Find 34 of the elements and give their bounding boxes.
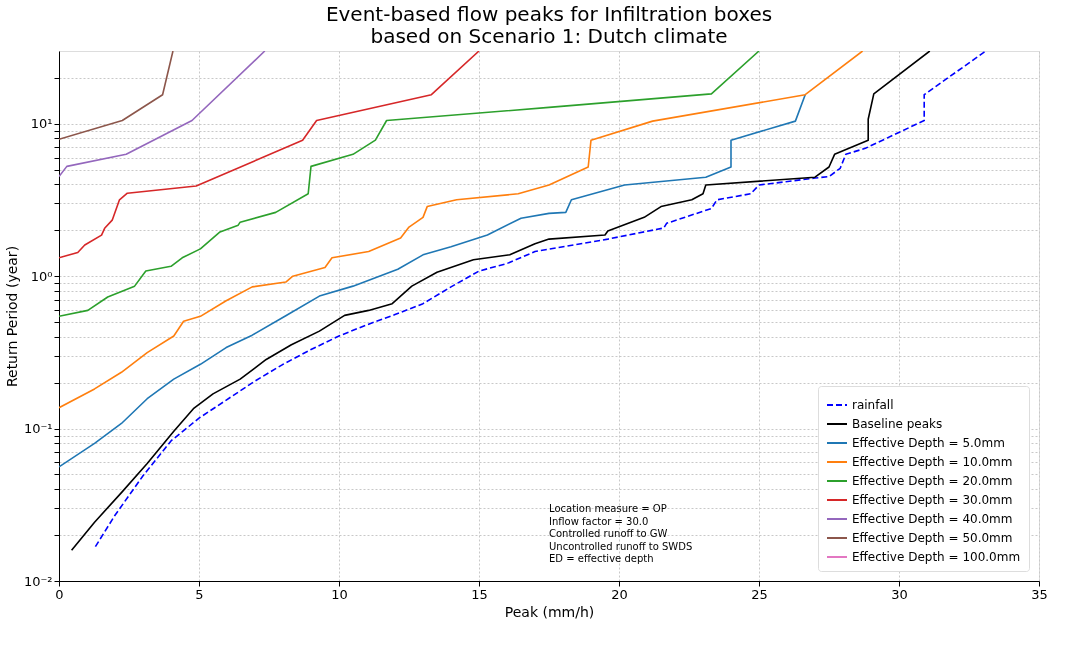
- x-tick-label: 20: [611, 586, 628, 602]
- line-series: [59, 93, 806, 468]
- x-tick-label: 30: [891, 586, 908, 602]
- x-tick-label: 35: [1031, 586, 1048, 602]
- legend-label: Effective Depth = 40.0mm: [852, 512, 1013, 526]
- x-axis-title: Peak (mm/h): [504, 603, 595, 620]
- y-tick-label: 10⁻²: [23, 573, 53, 589]
- line-series: [59, 51, 760, 318]
- legend-label: rainfall: [852, 398, 894, 412]
- chart-title: Event-based flow peaks for Infiltration boxes based on Scenario 1: Dutch climate: [325, 2, 773, 48]
- x-tick-label: 0: [55, 586, 64, 602]
- line-series: [59, 51, 174, 141]
- legend-label: Effective Depth = 100.0mm: [852, 550, 1021, 564]
- annotation: Location measure = OP: [549, 503, 667, 515]
- annotation: ED = effective depth: [549, 553, 654, 565]
- line-series: [59, 51, 480, 259]
- legend-label: Effective Depth = 10.0mm: [852, 455, 1013, 469]
- annotation: Uncontrolled runoff to SWDS: [549, 540, 693, 552]
- legend-label: Effective Depth = 30.0mm: [852, 493, 1013, 507]
- x-tick-label: 5: [195, 586, 204, 602]
- line-series: [59, 51, 266, 178]
- legend-label: Baseline peaks: [852, 417, 943, 431]
- legend-label: Effective Depth = 50.0mm: [852, 531, 1013, 545]
- y-tick-label: 10¹: [30, 116, 53, 132]
- x-tick-label: 15: [471, 586, 488, 602]
- legend-label: Effective Depth = 5.0mm: [852, 436, 1005, 450]
- x-tick-label: 10: [331, 586, 348, 602]
- annotation: Inflow factor = 30.0: [549, 515, 649, 527]
- x-tick-label: 25: [751, 586, 768, 602]
- y-tick-label: 10⁻¹: [23, 421, 53, 437]
- y-axis-title: Return Period (year): [3, 245, 20, 388]
- annotation: Controlled runoff to GW: [549, 528, 668, 540]
- legend-label: Effective Depth = 20.0mm: [852, 474, 1013, 488]
- y-tick-label: 10⁰: [30, 268, 53, 284]
